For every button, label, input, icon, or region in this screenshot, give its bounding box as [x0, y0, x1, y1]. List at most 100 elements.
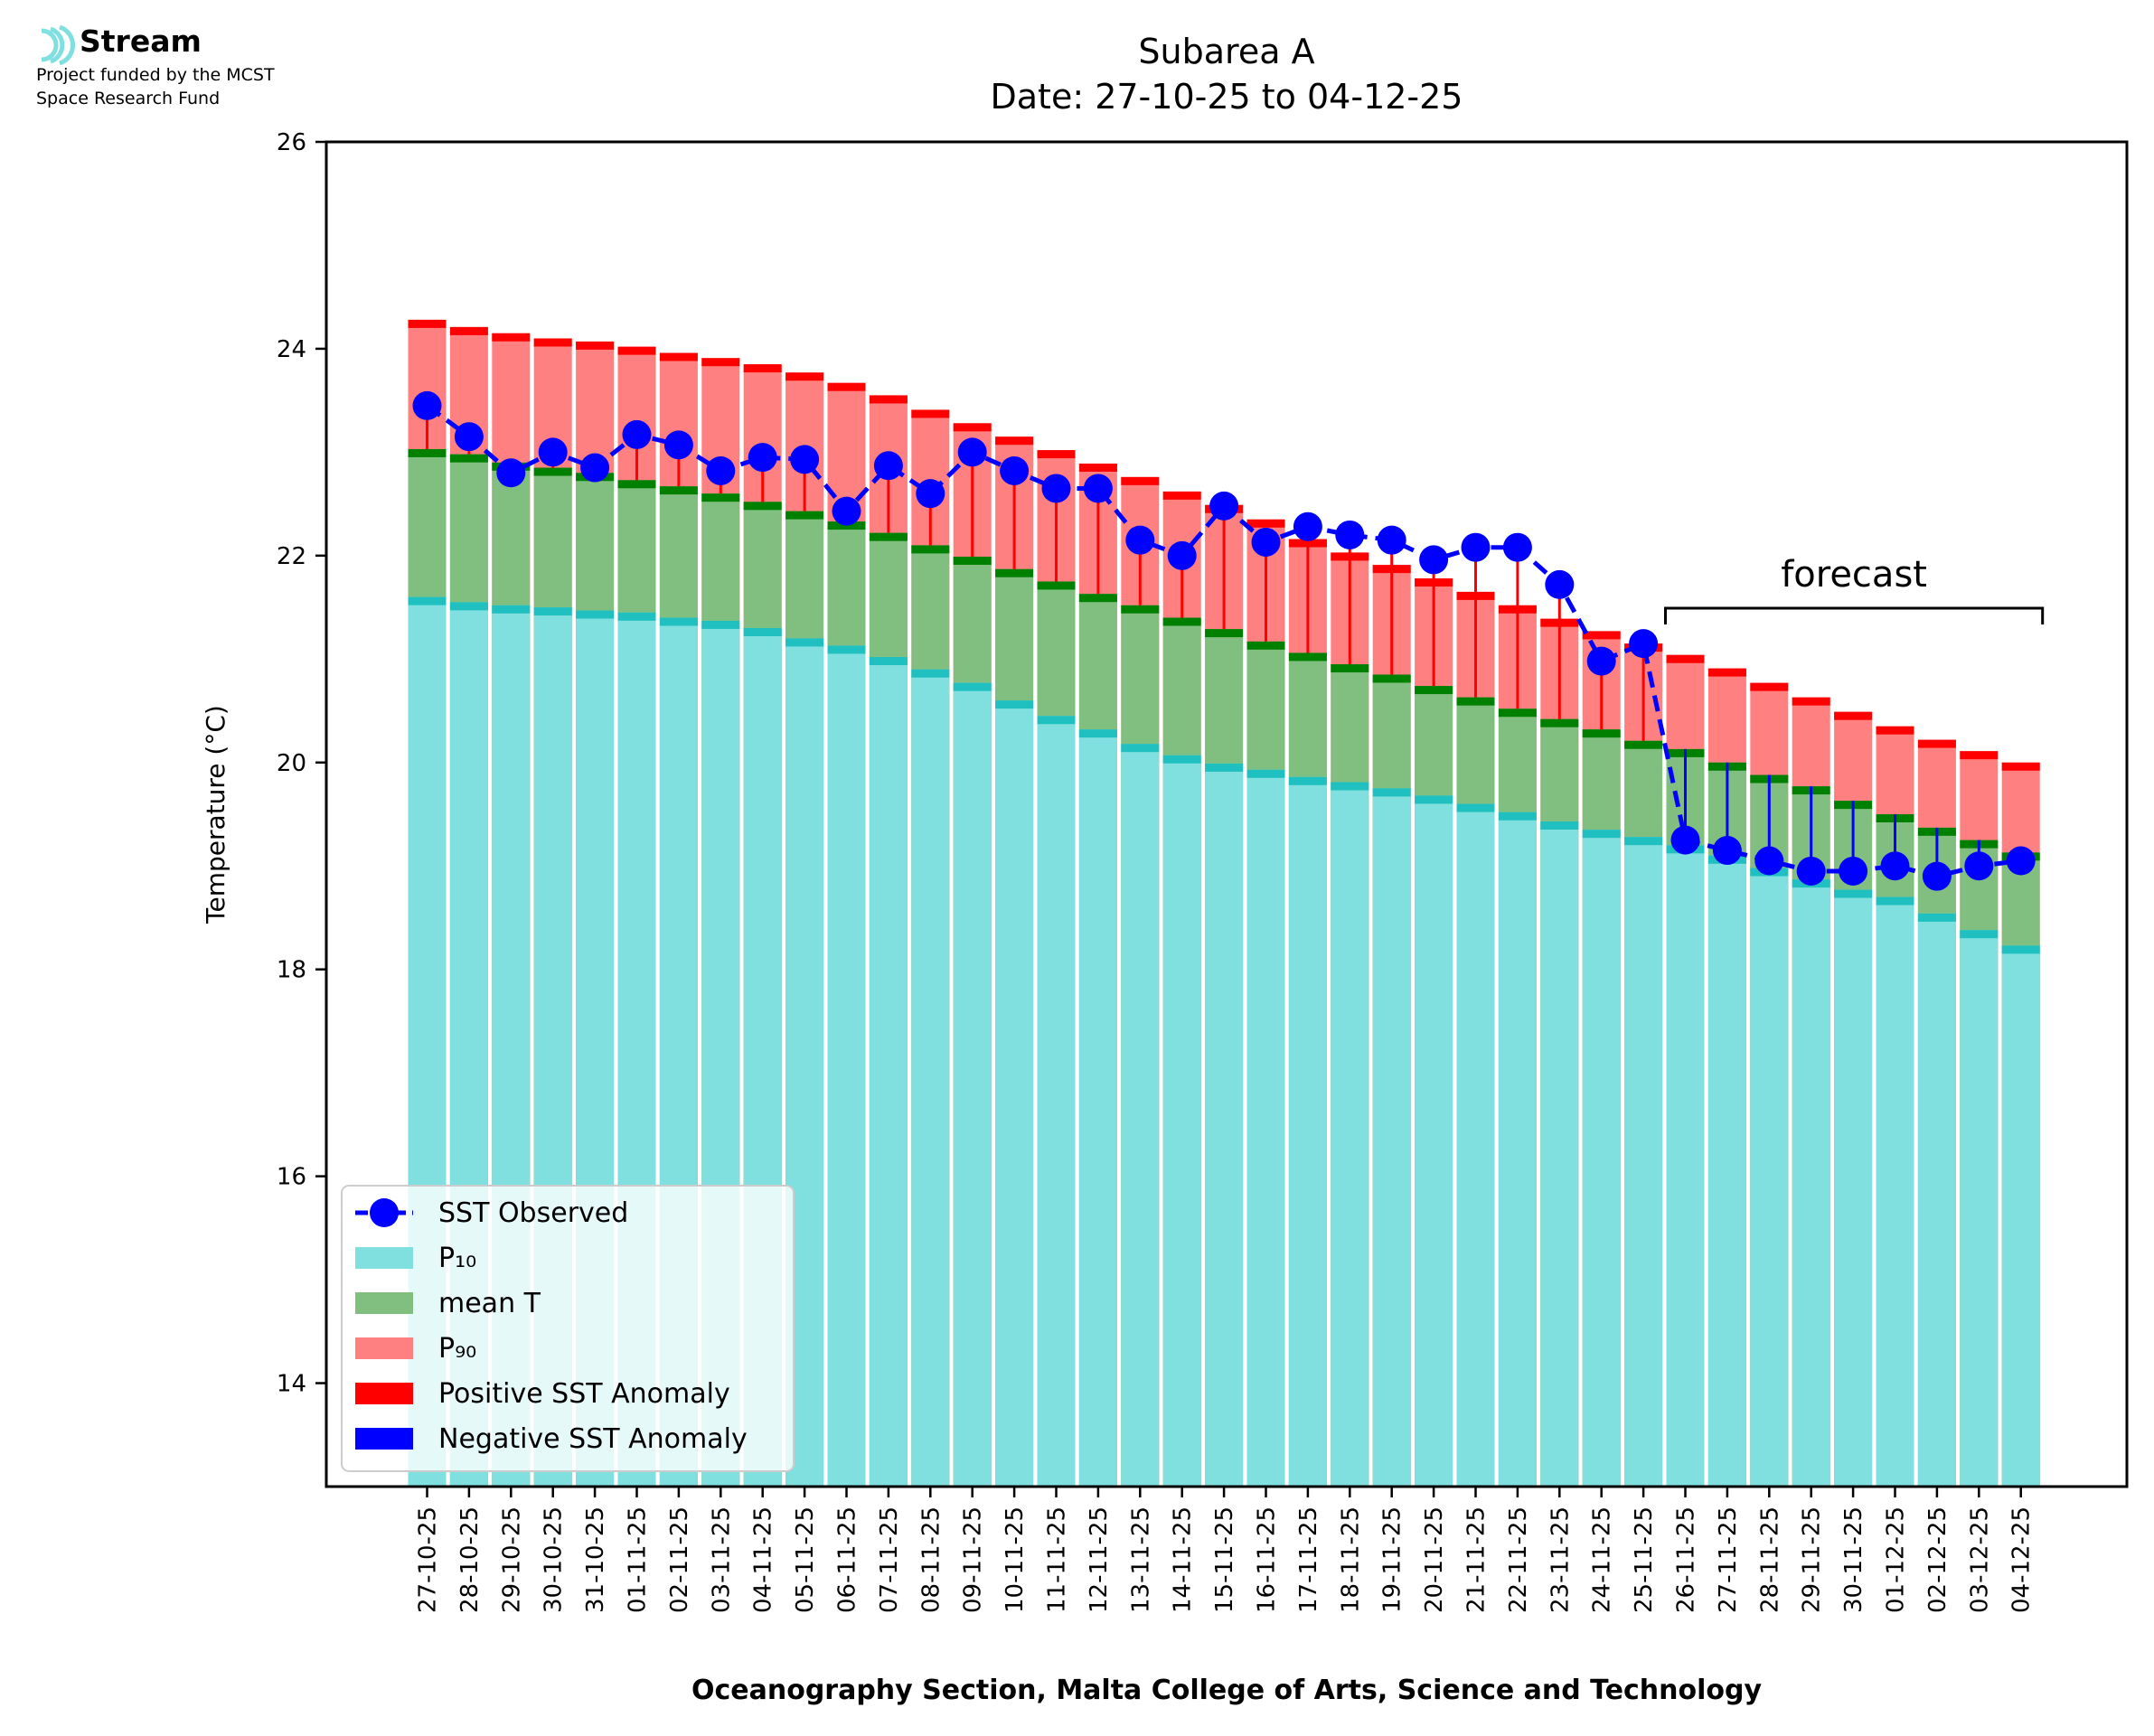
x-tick-label: 05-11-25: [792, 1506, 819, 1613]
x-tick-label: 22-11-25: [1505, 1506, 1532, 1613]
bar-mean-cap: [1246, 641, 1285, 650]
bar-p90-cap: [533, 338, 572, 347]
bar-p10: [1415, 795, 1453, 1487]
x-tick-label: 04-12-25: [2008, 1506, 2036, 1613]
x-tick-label: 24-11-25: [1589, 1506, 1616, 1613]
sst-observed-point: [1419, 545, 1449, 575]
bar-p90-cap: [1707, 668, 1746, 677]
x-tick-label: 28-11-25: [1756, 1506, 1783, 1613]
sst-observed-point: [1712, 836, 1742, 866]
bar-p90-cap: [869, 395, 908, 404]
bar-p10-cap: [492, 605, 531, 614]
bar-p90-cap: [449, 326, 488, 335]
bar-mean-cap: [1498, 708, 1537, 718]
x-tick-label: 11-11-25: [1044, 1506, 1071, 1613]
sst-observed-point: [1335, 520, 1365, 549]
bar-p90-cap: [1750, 682, 1789, 691]
legend-swatch: [355, 1247, 413, 1269]
x-tick-label: 30-11-25: [1840, 1506, 1867, 1613]
sst-observed-point: [1125, 525, 1155, 555]
bar-p10-cap: [869, 657, 908, 666]
sst-observed-point: [957, 437, 987, 467]
x-tick-label: 13-11-25: [1127, 1506, 1154, 1613]
x-tick-label: 18-11-25: [1337, 1506, 1364, 1613]
bar-p90-cap: [1162, 491, 1201, 500]
y-tick-label: 22: [277, 543, 306, 570]
bar-p10-cap: [1415, 795, 1453, 804]
bar-p10-cap: [1834, 889, 1873, 898]
x-tick-label: 29-11-25: [1799, 1506, 1826, 1613]
bar-p90-cap: [911, 409, 950, 418]
bar-p10: [995, 700, 1034, 1487]
bar-p10-cap: [1288, 776, 1327, 785]
bar-mean-cap: [1037, 581, 1076, 590]
sst-observed-point: [538, 437, 568, 467]
x-tick-label: 10-11-25: [1002, 1506, 1029, 1613]
x-tick-label: 20-11-25: [1421, 1506, 1448, 1613]
bar-p10-cap: [1162, 755, 1201, 764]
bar-p90-cap: [659, 352, 698, 361]
bar-p10-cap: [576, 610, 615, 619]
bar-p10: [1792, 879, 1830, 1487]
y-tick-label: 26: [277, 129, 306, 156]
bar-mean-cap: [785, 511, 824, 520]
forecast-annotation: forecast: [1781, 554, 1927, 596]
sst-observed-point: [1377, 525, 1406, 555]
bar-mean-cap: [1121, 605, 1160, 614]
bar-p90-cap: [1037, 450, 1076, 459]
bar-mean-cap: [1205, 629, 1244, 638]
x-tick-label: 02-12-25: [1924, 1506, 1952, 1613]
x-tick-label: 27-11-25: [1715, 1506, 1742, 1613]
bar-p90-cap: [953, 423, 992, 432]
sst-observed-point: [622, 419, 652, 449]
x-tick-label: 16-11-25: [1254, 1506, 1281, 1613]
bar-p10: [1078, 729, 1117, 1487]
logo-funding-line-2: Space Research Fund: [36, 89, 221, 108]
bar-p10: [1917, 913, 1956, 1487]
bar-p10: [827, 645, 866, 1487]
bar-p10: [1331, 782, 1369, 1487]
bar-p10: [1834, 889, 1873, 1487]
legend-swatch: [355, 1428, 413, 1450]
sst-observed-point: [1461, 532, 1491, 562]
legend-label: P₉₀: [438, 1333, 476, 1365]
bar-p10-cap: [1624, 837, 1663, 846]
bar-p10-cap: [1456, 803, 1495, 812]
y-tick-label: 18: [277, 957, 306, 984]
chart-title: Subarea A: [1138, 32, 1314, 71]
sst-observed-point: [1839, 856, 1868, 886]
sst-observed-point: [1629, 629, 1659, 659]
bar-p10-cap: [743, 627, 782, 636]
legend-label: mean T: [438, 1288, 541, 1319]
bar-p10-cap: [911, 669, 950, 678]
x-tick-label: 14-11-25: [1170, 1506, 1197, 1613]
sst-observed-point: [1796, 856, 1826, 886]
x-tick-label: 28-10-25: [456, 1506, 484, 1613]
sst-observed-point: [412, 390, 442, 420]
bar-p10: [1121, 744, 1160, 1487]
bar-p90-cap: [617, 346, 656, 355]
bar-p10-cap: [2001, 945, 2040, 954]
x-tick-label: 07-11-25: [876, 1506, 903, 1613]
sst-observed-point: [1041, 474, 1071, 503]
bar-mean-cap: [701, 493, 740, 502]
bar-p10-cap: [827, 645, 866, 654]
bar-p90-cap: [1666, 654, 1705, 663]
bar-mean-cap: [1162, 617, 1201, 626]
bar-p10-cap: [1960, 930, 1999, 939]
bar-p90-cap: [743, 364, 782, 373]
bar-mean-cap: [1624, 740, 1663, 749]
sst-observed-point: [1209, 491, 1239, 521]
bar-p10-cap: [1372, 788, 1411, 797]
sst-observed-point: [832, 496, 861, 526]
bar-p10: [1162, 755, 1201, 1487]
bar-mean-cap: [449, 454, 488, 463]
stream-logo-icon: [41, 24, 76, 66]
bar-p10-cap: [617, 612, 656, 621]
bar-p90-cap: [1078, 463, 1117, 472]
x-tick-label: 06-11-25: [834, 1506, 861, 1613]
bar-p90-cap: [1246, 519, 1285, 528]
bar-p90-cap: [827, 382, 866, 391]
x-tick-label: 02-11-25: [666, 1506, 693, 1613]
